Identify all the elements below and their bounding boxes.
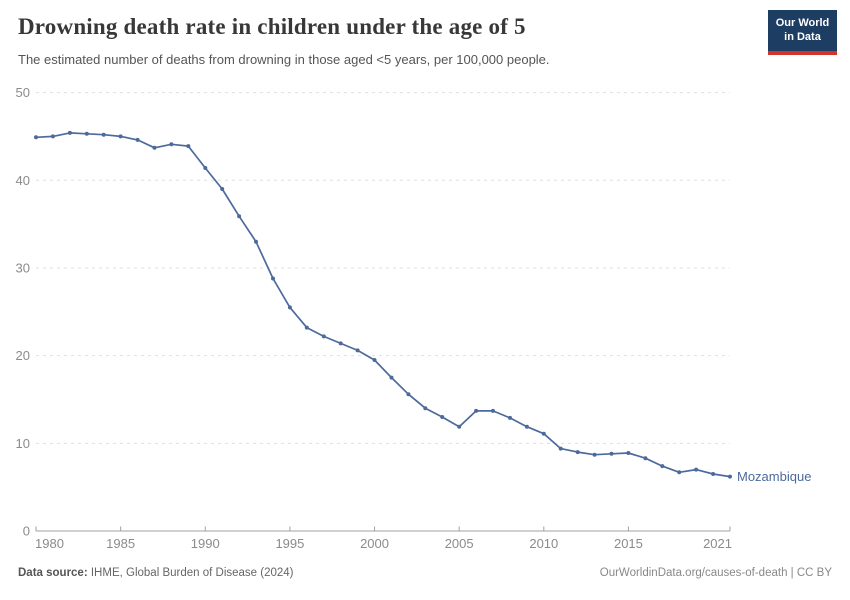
data-point-2018[interactable] [677,470,682,475]
data-point-1980[interactable] [34,135,38,140]
data-point-1987[interactable] [152,145,157,150]
data-point-2021[interactable] [728,474,732,479]
y-tick-label-50: 50 [16,85,30,100]
x-tick-label-2021: 2021 [703,536,732,551]
data-point-2019[interactable] [694,467,699,472]
data-point-1984[interactable] [101,132,106,137]
data-point-2016[interactable] [643,456,648,461]
data-point-1986[interactable] [135,137,140,142]
y-tick-label-40: 40 [16,173,30,188]
x-tick-label-1995: 1995 [275,536,304,551]
owid-logo[interactable]: Our World in Data [768,10,837,55]
y-tick-label-0: 0 [23,524,30,539]
data-point-1981[interactable] [50,134,55,139]
x-tick-label-2005: 2005 [445,536,474,551]
series-line-mozambique[interactable] [35,132,731,478]
data-point-1990[interactable] [203,166,208,170]
data-point-2011[interactable] [558,446,563,451]
owid-logo-red-bar [768,50,837,55]
data-point-1983[interactable] [84,131,89,136]
owid-logo-line1: Our World [775,17,830,29]
data-point-1999[interactable] [355,348,360,353]
data-point-2020[interactable] [711,472,716,476]
data-point-1985[interactable] [118,134,123,139]
data-point-1982[interactable] [67,130,72,135]
entity-label: Mozambique [737,469,811,484]
y-tick-label-30: 30 [16,260,30,275]
x-tick-label-2000: 2000 [360,536,389,551]
data-source-value: IHME, Global Burden of Disease (2024) [87,567,294,579]
data-point-1998[interactable] [338,341,343,346]
y-tick-label-20: 20 [16,348,30,363]
owid-logo-line2: in Data [784,30,821,43]
data-point-1991[interactable] [220,187,225,191]
x-tick-label-1990: 1990 [191,536,220,551]
data-point-2004[interactable] [440,415,445,419]
data-point-2005[interactable] [457,424,462,429]
data-source-note: Data source: IHME, Global Burden of Dise… [18,567,294,579]
data-point-2006[interactable] [474,408,479,413]
data-point-2008[interactable] [508,415,512,420]
x-tick-label-1985: 1985 [106,536,135,551]
data-point-2010[interactable] [541,431,546,436]
data-point-2000[interactable] [372,358,377,362]
data-point-2013[interactable] [592,452,597,457]
chart-subtitle: The estimated number of deaths from drow… [18,52,550,67]
data-point-2009[interactable] [524,424,529,429]
data-point-2017[interactable] [660,464,665,469]
chart-footer: Data source: IHME, Global Burden of Dise… [0,567,850,579]
license-link[interactable]: OurWorldinData.org/causes-of-death | CC … [599,567,832,579]
data-point-2012[interactable] [575,450,580,455]
x-tick-label-2015: 2015 [614,536,643,551]
data-point-1988[interactable] [169,142,174,147]
data-point-2014[interactable] [609,451,614,456]
data-point-1996[interactable] [304,325,309,330]
data-point-2015[interactable] [626,451,631,455]
data-point-2002[interactable] [406,392,411,397]
data-point-2007[interactable] [491,408,495,413]
y-tick-label-10: 10 [16,436,30,451]
data-point-1994[interactable] [271,276,275,281]
data-point-1993[interactable] [254,239,258,244]
data-point-1989[interactable] [186,144,191,149]
data-point-2003[interactable] [423,406,428,411]
x-tick-label-2010: 2010 [529,536,558,551]
data-point-1997[interactable] [321,334,326,339]
x-tick-label-1980: 1980 [35,536,64,551]
chart-title: Drowning death rate in children under th… [18,14,526,39]
data-source-label: Data source: [18,567,88,579]
owid-logo-box: Our World in Data [768,10,837,51]
data-point-1995[interactable] [287,305,292,310]
data-point-2001[interactable] [389,375,394,380]
data-point-1992[interactable] [237,214,242,219]
